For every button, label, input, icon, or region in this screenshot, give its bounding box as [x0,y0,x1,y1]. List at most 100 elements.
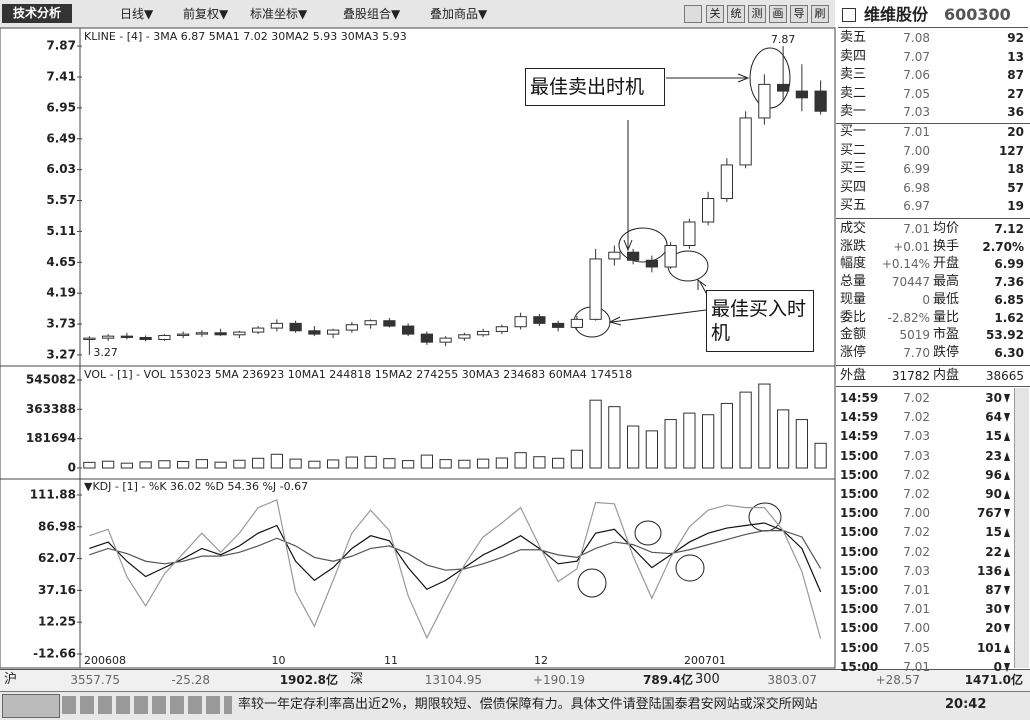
y-tick-label: 7.87 [46,39,76,53]
order-price: 7.03 [903,105,930,119]
tick-time: 15:00 [840,467,879,482]
tick-time: 15:00 [840,659,879,674]
tick-direction [1004,394,1010,403]
volume-bar [589,399,602,469]
y-tick-label: -12.66 [33,646,76,660]
menu-item[interactable]: 叠加商品▼ [430,7,488,21]
tick-volume: 30 [985,602,1002,617]
volume-bar [420,454,433,469]
stat-label: 金额 [840,327,867,343]
menu-item[interactable]: 标准坐标▼ [250,7,308,21]
candle-body [383,320,396,327]
x-tick-label: 200701 [684,654,726,667]
tool-button[interactable]: 统 [727,5,745,23]
candle-body [589,258,602,320]
summary-value: 38665 [985,369,1024,383]
candle-body [270,322,283,329]
volume-bar [514,452,527,469]
tick-price: 7.03 [903,429,930,444]
tick-time: 15:00 [840,448,879,463]
menu-item[interactable]: 日线▼ [120,7,154,21]
tick-price: 7.00 [903,621,930,636]
order-volume: 13 [1007,49,1024,64]
tool-button[interactable]: 测 [748,5,766,23]
order-volume: 36 [1007,105,1024,119]
tool-button[interactable] [684,5,702,23]
panel-header: VOL - [1] - VOL 153023 5MA 236923 10MA1 … [84,368,632,381]
status-bar [0,669,1030,691]
menu-item[interactable]: 前复权▼ [183,7,229,21]
candle-body [458,334,471,339]
index-change: +190.19 [532,673,585,687]
tick-time: 15:00 [840,563,879,578]
candle-body [214,332,227,336]
volume-bar [627,425,640,469]
tick-time: 15:00 [840,640,879,655]
tab-technical[interactable]: 技术分析 [2,4,72,23]
x-tick-label: 12 [534,654,548,667]
stat-label: 现量 [840,291,867,307]
volume-bar [608,406,621,469]
candle-body [683,221,696,247]
stat-label: 涨跌 [840,238,867,254]
stat-value: 6.85 [994,292,1024,307]
order-volume: 27 [1007,86,1024,101]
volume-bar [83,461,96,469]
y-tick-label: 37.16 [38,583,76,597]
tool-button[interactable]: 画 [769,5,787,23]
menu-item[interactable]: 叠股组合▼ [343,7,401,21]
volume-bar [683,412,696,469]
tick-volume: 96 [985,467,1002,482]
volume-bar [233,459,246,469]
volume-bar [158,460,171,469]
candle-body [627,251,640,261]
candle-body [533,316,546,324]
divider [836,123,1030,124]
kdj-line [89,529,822,571]
stat-label: 最低 [933,291,960,307]
order-label: 买一 [840,124,867,139]
volume-bar [664,419,677,469]
volume-bar [383,458,396,469]
logo [2,694,60,718]
candle-body [420,333,433,343]
y-tick-label: 4.19 [46,286,76,300]
order-price: 7.01 [903,125,930,139]
panel-header: ▼KDJ - [1] - %K 36.02 %D 54.36 %J -0.67 [84,480,308,493]
volume-bar [552,457,565,469]
candle-body [252,327,265,333]
tick-price: 7.02 [903,525,930,540]
candle-body [570,318,583,328]
index-amount: 1471.0亿 [964,673,1023,687]
tick-direction [1004,547,1010,557]
volume-bar [214,461,227,469]
volume-bar [289,458,302,469]
scrollbar[interactable] [1014,388,1029,668]
order-volume: 92 [1007,31,1024,45]
volume-bar [645,430,658,469]
volume-bar [345,456,358,469]
tick-price: 7.03 [903,563,930,578]
tick-direction [1004,605,1010,615]
tool-button[interactable]: 关 [706,5,724,23]
stat-label: 开盘 [933,256,960,272]
tick-volume: 87 [985,583,1002,597]
tool-button[interactable]: 刷 [811,5,829,23]
index-change: -25.28 [171,673,210,687]
panel-toggle[interactable] [842,8,856,22]
stat-label: 总量 [840,274,867,290]
volume-bar [720,402,733,469]
order-price: 7.00 [903,143,930,158]
volume-bar [195,459,208,469]
tick-direction [1004,451,1010,461]
tool-button[interactable]: 导 [790,5,808,23]
stat-value: 70447 [891,275,930,290]
y-tick-label: 62.07 [38,551,76,565]
y-tick-label: 7.41 [46,69,76,83]
stat-value: 53.92 [986,328,1024,343]
stat-label: 均价 [933,221,960,236]
stat-label: 涨停 [840,344,867,360]
y-tick-label: 12.25 [38,615,76,629]
volume-bar [702,414,715,469]
